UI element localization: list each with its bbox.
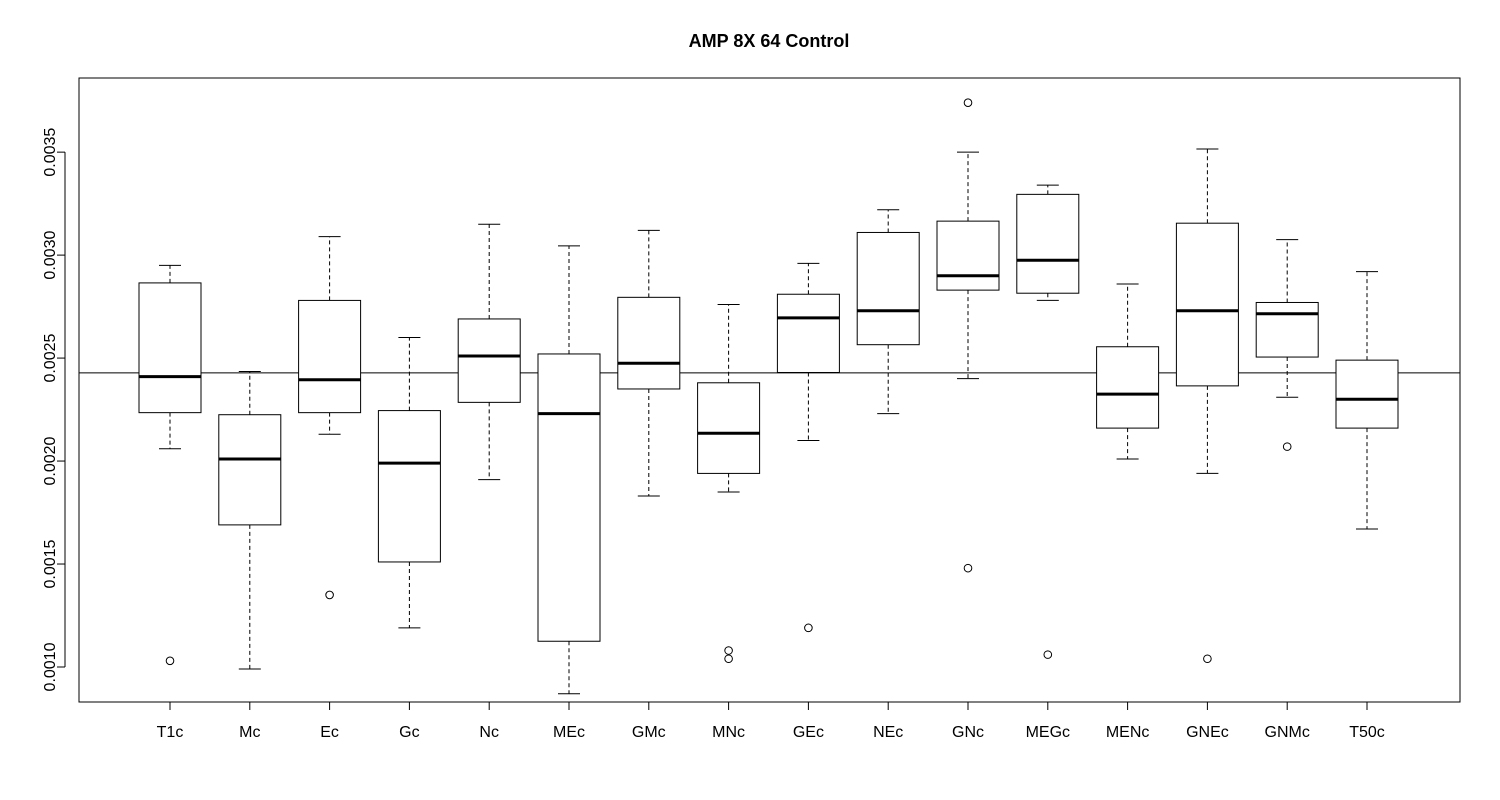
box-MNc bbox=[697, 304, 761, 664]
y-tick-label: 0.0025 bbox=[42, 334, 59, 383]
box-GNMc bbox=[1255, 239, 1319, 451]
boxes-group bbox=[138, 98, 1399, 695]
x-tick-label: MENc bbox=[1106, 724, 1150, 741]
iqr-box bbox=[457, 318, 521, 403]
y-axis: 0.0010 0.0015 0.0020 0.0025 0.0030 0.0035 bbox=[42, 128, 66, 691]
outlier-point bbox=[1203, 654, 1212, 664]
box-NEc bbox=[856, 209, 920, 415]
x-tick-label: GEc bbox=[793, 724, 824, 741]
iqr-box bbox=[1096, 346, 1160, 429]
x-tick-label: MEc bbox=[553, 724, 585, 741]
x-tick-label: MEGc bbox=[1026, 724, 1070, 741]
x-axis: T1c Mc Ec Gc Nc MEc GMc MNc GEc NEc GNc MEGc MENc GNE… bbox=[157, 701, 1385, 741]
iqr-box bbox=[218, 414, 282, 526]
iqr-box bbox=[617, 296, 681, 390]
iqr-box bbox=[1175, 222, 1239, 387]
outlier-point bbox=[724, 646, 733, 655]
chart-title: AMP 8X 64 Control bbox=[689, 31, 850, 51]
y-tick-label: 0.0015 bbox=[42, 539, 59, 588]
x-tick-label: GMc bbox=[632, 724, 666, 741]
x-tick-label: NEc bbox=[873, 724, 903, 741]
iqr-box bbox=[537, 353, 601, 642]
x-tick-label: GNMc bbox=[1265, 724, 1310, 741]
box-Ec bbox=[298, 236, 362, 600]
box-GEc bbox=[776, 262, 840, 633]
iqr-box bbox=[1255, 301, 1319, 358]
box-MEc bbox=[537, 245, 601, 695]
x-tick-label: MNc bbox=[712, 724, 745, 741]
x-tick-label: Gc bbox=[399, 724, 419, 741]
box-MENc bbox=[1096, 283, 1160, 460]
iqr-box bbox=[138, 282, 202, 414]
iqr-box bbox=[856, 231, 920, 346]
outlier-point bbox=[963, 98, 973, 108]
box-Nc bbox=[457, 223, 521, 481]
outlier-point bbox=[1282, 442, 1292, 451]
x-tick-label: GNEc bbox=[1186, 724, 1229, 741]
iqr-box bbox=[298, 299, 362, 414]
outlier-point bbox=[963, 563, 973, 573]
iqr-box bbox=[697, 382, 761, 474]
iqr-box bbox=[1335, 359, 1399, 429]
iqr-box bbox=[1016, 193, 1080, 294]
box-GMc bbox=[617, 229, 681, 497]
x-tick-label: T1c bbox=[157, 724, 184, 741]
x-tick-label: Ec bbox=[320, 724, 339, 741]
outlier-point bbox=[165, 656, 175, 666]
y-tick-label: 0.0020 bbox=[42, 436, 59, 485]
plot-frame bbox=[78, 77, 1461, 703]
x-tick-label: GNc bbox=[952, 724, 984, 741]
box-Gc bbox=[377, 336, 441, 629]
x-tick-label: Nc bbox=[479, 724, 499, 741]
y-tick-label: 0.0010 bbox=[42, 642, 59, 691]
x-tick-label: Mc bbox=[239, 724, 260, 741]
box-T1c bbox=[138, 264, 202, 666]
x-tick-label: T50c bbox=[1349, 724, 1385, 741]
y-tick-label: 0.0030 bbox=[42, 231, 59, 280]
iqr-box bbox=[936, 220, 1000, 291]
outlier-point bbox=[325, 590, 334, 600]
outlier-point bbox=[804, 623, 813, 633]
outlier-point bbox=[1043, 650, 1053, 659]
y-tick-label: 0.0035 bbox=[42, 128, 59, 177]
box-MEGc bbox=[1016, 184, 1080, 659]
box-Mc bbox=[218, 370, 282, 670]
box-GNc bbox=[936, 98, 1000, 573]
outlier-point bbox=[724, 654, 733, 664]
box-GNEc bbox=[1175, 148, 1239, 664]
iqr-box bbox=[776, 293, 840, 373]
iqr-box bbox=[377, 410, 441, 563]
box-T50c bbox=[1335, 271, 1399, 530]
